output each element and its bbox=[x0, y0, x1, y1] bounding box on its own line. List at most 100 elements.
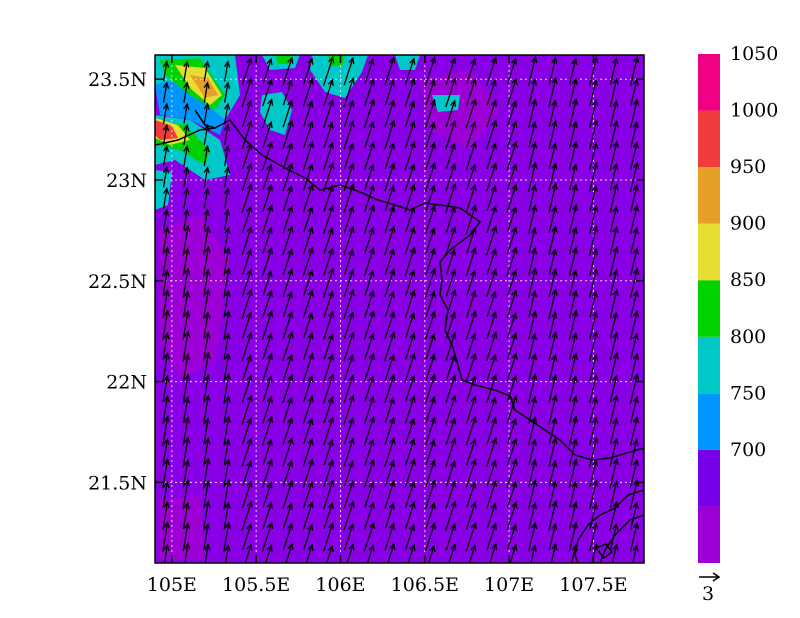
wind-arrow bbox=[162, 331, 170, 361]
wind-arrow bbox=[466, 163, 477, 190]
wind-arrow bbox=[445, 417, 457, 445]
wind-arrow bbox=[323, 78, 334, 106]
wind-arrow bbox=[384, 205, 396, 234]
wind-arrow bbox=[323, 353, 334, 382]
wind-arrow bbox=[466, 226, 477, 254]
wind-arrow bbox=[629, 267, 640, 298]
wind-arrow bbox=[223, 415, 231, 446]
wind-arrow bbox=[629, 161, 640, 193]
wind-arrow bbox=[506, 311, 518, 339]
wind-arrow bbox=[182, 479, 191, 510]
wind-arrow bbox=[465, 78, 477, 107]
colorbar-segment bbox=[698, 506, 720, 563]
contour-patch-lighter bbox=[420, 70, 500, 150]
wind-arrow bbox=[282, 416, 294, 445]
wind-arrow bbox=[528, 501, 537, 530]
colorbar-segment bbox=[698, 54, 720, 111]
wind-arrow bbox=[404, 77, 416, 107]
wind-arrow bbox=[548, 394, 558, 425]
wind-arrow bbox=[223, 208, 231, 230]
coastline-borders bbox=[155, 109, 644, 563]
wind-arrow bbox=[384, 502, 395, 529]
y-tick-label: 23N bbox=[106, 170, 147, 192]
wind-arrow bbox=[425, 247, 436, 276]
wind-arrow bbox=[305, 543, 314, 563]
wind-arrow bbox=[282, 502, 293, 529]
wind-arrow bbox=[404, 163, 416, 191]
wind-arrow bbox=[527, 267, 538, 298]
wind-arrow bbox=[162, 226, 170, 255]
x-tick-label: 105E bbox=[147, 574, 197, 596]
wind-arrow bbox=[506, 57, 518, 85]
wind-arrow bbox=[183, 166, 190, 188]
wind-arrow bbox=[506, 352, 518, 383]
wind-arrow bbox=[343, 182, 355, 214]
wind-arrow bbox=[404, 183, 416, 213]
wind-arrow bbox=[384, 290, 395, 317]
wind-arrow bbox=[363, 458, 375, 488]
wind-arrow bbox=[162, 246, 170, 277]
wind-arrow bbox=[241, 394, 253, 425]
wind-arrow bbox=[203, 437, 211, 467]
wind-arrow bbox=[568, 521, 579, 552]
wind-arrow bbox=[609, 183, 619, 213]
wind-arrow bbox=[486, 522, 497, 551]
wind-arrow bbox=[506, 183, 518, 213]
wind-arrow bbox=[264, 544, 273, 563]
wind-arrow bbox=[404, 480, 416, 508]
wind-arrow bbox=[609, 457, 619, 489]
wind-arrow bbox=[183, 123, 190, 146]
wind-arrow bbox=[203, 208, 210, 230]
wind-arrow bbox=[568, 140, 578, 171]
wind-arrow bbox=[302, 458, 314, 489]
wind-arrow bbox=[589, 310, 599, 340]
wind-arrow bbox=[162, 166, 170, 188]
wind-arrow bbox=[241, 225, 253, 255]
wind-arrow bbox=[609, 56, 619, 85]
wind-arrow bbox=[404, 374, 416, 403]
wind-arrow bbox=[465, 98, 477, 129]
wind-arrow bbox=[548, 99, 558, 128]
wind-arrow bbox=[506, 226, 518, 255]
wind-arrow bbox=[528, 332, 537, 360]
wind-arrow bbox=[506, 163, 518, 191]
wind-arrow bbox=[630, 332, 639, 360]
wind-arrow bbox=[404, 246, 416, 277]
wind-arrow bbox=[244, 543, 253, 563]
contour-patches bbox=[155, 55, 500, 560]
wind-arrow bbox=[609, 268, 619, 297]
wind-arrow bbox=[261, 98, 274, 129]
wind-arrow bbox=[404, 332, 416, 361]
wind-arrow bbox=[343, 99, 355, 127]
wind-arrow bbox=[203, 60, 210, 82]
wind-arrow bbox=[445, 225, 457, 255]
wind-arrow bbox=[162, 309, 170, 341]
wind-arrow bbox=[322, 161, 335, 192]
wind-arrow bbox=[302, 140, 314, 171]
wind-arrow bbox=[384, 268, 396, 298]
wind-arrow bbox=[343, 459, 355, 487]
wind-arrow bbox=[548, 437, 558, 467]
wind-arrow bbox=[384, 99, 396, 128]
wind-arrow bbox=[323, 416, 335, 446]
wind-arrow bbox=[609, 140, 619, 171]
wind-arrow bbox=[303, 417, 314, 444]
wind-arrow bbox=[466, 481, 477, 508]
x-tick-label: 106E bbox=[315, 574, 365, 596]
wind-arrow bbox=[182, 330, 191, 362]
wind-arrow bbox=[364, 163, 375, 190]
wind-arrow bbox=[589, 416, 599, 446]
wind-arrow bbox=[527, 521, 538, 552]
wind-arrow bbox=[588, 224, 599, 256]
wind-arrow bbox=[302, 500, 314, 531]
wind-arrow bbox=[506, 332, 518, 361]
wind-arrow bbox=[302, 352, 314, 383]
wind-arrow bbox=[384, 141, 395, 170]
wind-arrow bbox=[363, 415, 376, 446]
wind-arrow bbox=[262, 163, 273, 190]
wind-arrow bbox=[629, 55, 640, 87]
wind-arrow bbox=[568, 289, 578, 319]
wind-arrow bbox=[548, 142, 558, 170]
wind-arrow bbox=[162, 60, 170, 82]
wind-arrow bbox=[203, 417, 211, 445]
